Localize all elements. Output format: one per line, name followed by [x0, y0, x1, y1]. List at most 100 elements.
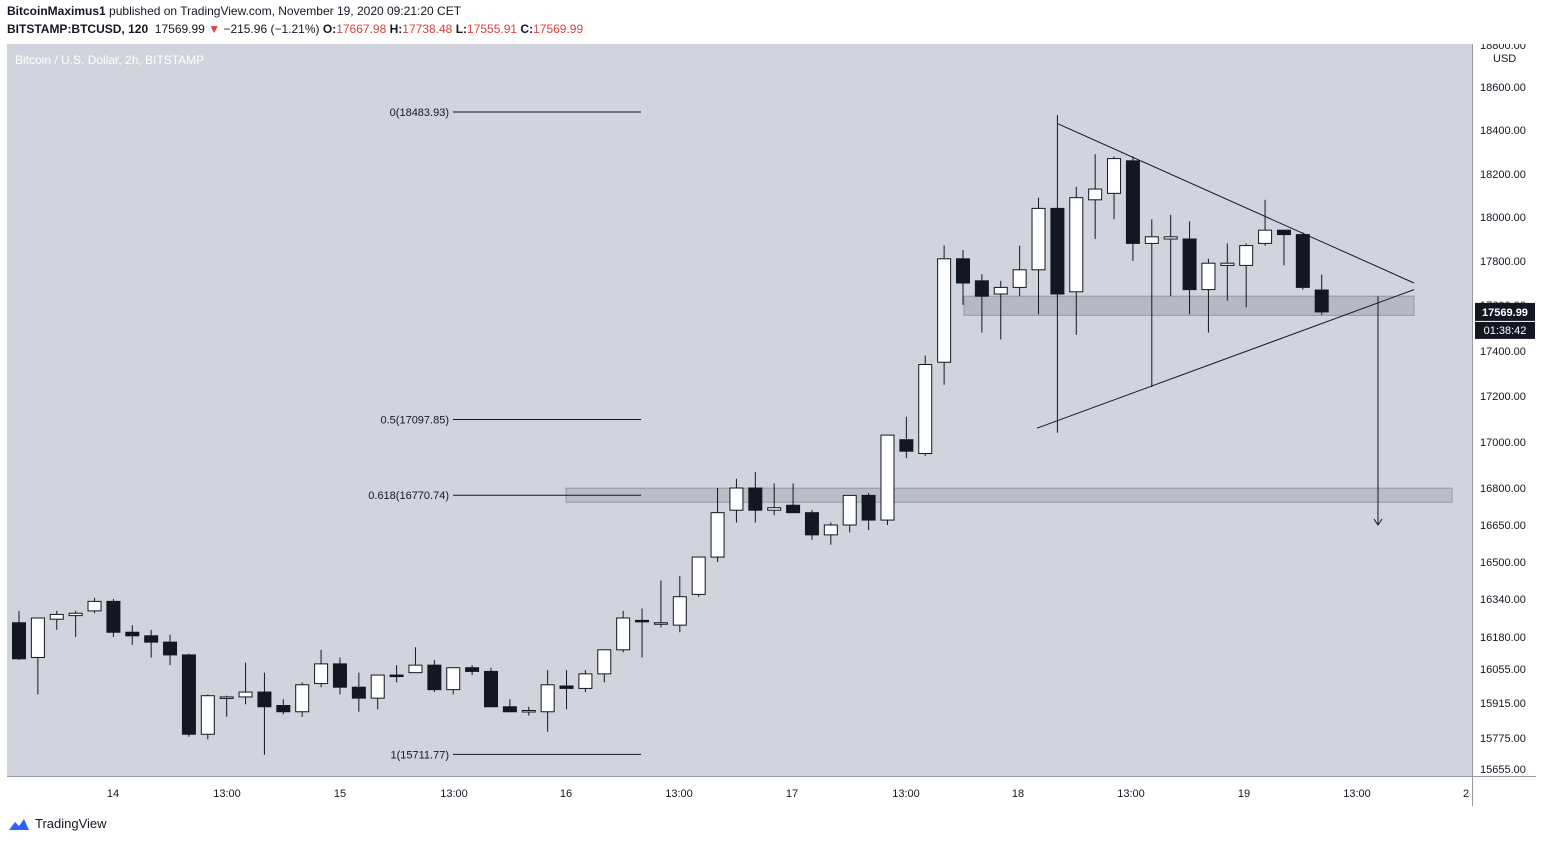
low-label: L: [455, 22, 468, 36]
bearish-candle [559, 685, 574, 689]
bearish-candle [1125, 160, 1140, 244]
bullish-candle [1031, 207, 1046, 271]
bearish-candle [1295, 234, 1310, 288]
support-zone-triangle [963, 295, 1415, 316]
author-name[interactable]: BitcoinMaximus1 [7, 4, 106, 18]
price-tick-label: 17000.00 [1480, 437, 1526, 449]
bearish-candle [351, 686, 366, 699]
bullish-candle [729, 487, 744, 511]
bearish-candle [1182, 238, 1197, 291]
bearish-candle [181, 654, 196, 735]
bullish-candle [993, 286, 1008, 295]
bullish-candle [653, 622, 668, 625]
bullish-candle [87, 600, 102, 612]
chart-panel[interactable]: Bitcoin / U.S. Dollar, 2h, BITSTAMP 18800… [7, 44, 1536, 806]
bearish-candle [484, 670, 498, 708]
price-tick-label: 15915.00 [1480, 698, 1526, 710]
bullish-candle [823, 524, 838, 536]
candlestick-chart[interactable]: Bitcoin / U.S. Dollar, 2h, BITSTAMP 18800… [7, 44, 1536, 806]
bullish-candle [1239, 245, 1254, 266]
bearish-candle [502, 706, 517, 713]
bearish-candle [144, 635, 159, 643]
bullish-candle [1220, 262, 1235, 266]
bearish-candle [276, 705, 291, 713]
bullish-candle [238, 691, 253, 698]
price-tick-label: 16500.00 [1480, 557, 1526, 569]
time-tick-label: 13:00 [440, 788, 468, 800]
bullish-candle [200, 695, 215, 735]
tradingview-logo[interactable]: TradingView [7, 816, 107, 831]
bullish-candle [1088, 188, 1103, 201]
bullish-candle [937, 258, 952, 363]
time-tick-label: 18 [1012, 788, 1024, 800]
bearish-candle [427, 664, 442, 691]
time-tick-label: 19 [1238, 788, 1250, 800]
open-value: 17667.98 [336, 22, 387, 36]
time-tick-label: 2 [1463, 788, 1469, 800]
last-price-badge [1475, 302, 1535, 321]
price-tick-label: 18800.00 [1480, 44, 1526, 52]
time-tick-label: 16 [560, 788, 572, 800]
price-tick-label: 16800.00 [1480, 483, 1526, 495]
time-tick-label: 13:00 [213, 788, 241, 800]
bearish-candle [106, 600, 121, 633]
bullish-candle [1144, 236, 1159, 244]
time-tick-label: 13:00 [1343, 788, 1371, 800]
time-tick-label: 14 [107, 788, 119, 800]
bearish-candle [163, 641, 178, 656]
bullish-candle [578, 673, 593, 689]
bearish-candle [956, 258, 970, 284]
down-arrow-icon: ▼ [208, 22, 221, 36]
price-tick-label: 15775.00 [1480, 733, 1526, 745]
bearish-candle [332, 663, 347, 688]
bearish-candle [974, 280, 989, 297]
bullish-candle [1201, 262, 1216, 291]
bullish-candle [219, 696, 234, 699]
time-tick-label: 13:00 [665, 788, 693, 800]
bullish-candle [842, 494, 857, 526]
bearish-candle [635, 619, 650, 623]
bullish-candle [314, 663, 329, 685]
bearish-candle [804, 512, 819, 536]
price-tick-label: 18400.00 [1480, 125, 1526, 137]
triangle-upper-trendline [1057, 123, 1415, 284]
bullish-candle [1012, 269, 1027, 288]
bullish-candle [295, 684, 310, 713]
high-label: H: [389, 22, 403, 36]
price-tick-label: 18600.00 [1480, 82, 1526, 94]
price-tick-label: 17200.00 [1480, 391, 1526, 403]
bullish-candle [880, 434, 895, 521]
bullish-candle [521, 710, 536, 713]
bearish-candle [1276, 229, 1291, 236]
plot-background [7, 44, 1472, 776]
bullish-candle [446, 667, 461, 691]
price-change: −215.96 (−1.21%) [223, 22, 320, 36]
open-label: O: [322, 22, 337, 36]
fib-level-label: 1(15711.77) [390, 749, 449, 761]
bullish-candle [767, 507, 782, 511]
close-value: 17569.99 [533, 22, 584, 36]
bullish-candle [672, 596, 687, 626]
bullish-candle [1107, 158, 1122, 194]
time-tick-label: 13:00 [892, 788, 920, 800]
ohlc-line: BITSTAMP:BTCUSD, 120 17569.99 ▼ −215.96 … [7, 22, 583, 36]
bearish-candle [12, 622, 26, 660]
price-tick-label: 16650.00 [1480, 520, 1526, 532]
brand-name: TradingView [35, 816, 107, 831]
bullish-candle [370, 674, 385, 699]
last-price: 17569.99 [154, 22, 205, 36]
countdown-badge [1475, 321, 1535, 339]
bullish-candle [710, 512, 725, 558]
price-tick-label: 17800.00 [1480, 256, 1526, 268]
bullish-candle [540, 684, 555, 713]
price-tick-label: 16340.00 [1480, 594, 1526, 606]
price-tick-label: 17400.00 [1480, 346, 1526, 358]
published-text: published on TradingView.com, November 1… [109, 4, 462, 18]
triangle-lower-trendline [1036, 289, 1415, 429]
bearish-candle [257, 691, 272, 708]
bullish-candle [918, 364, 933, 454]
countdown-label: 01:38:42 [1484, 325, 1527, 337]
bullish-candle [408, 664, 423, 674]
bullish-candle [597, 649, 612, 675]
fib-level-label: 0.5(17097.85) [381, 414, 450, 426]
